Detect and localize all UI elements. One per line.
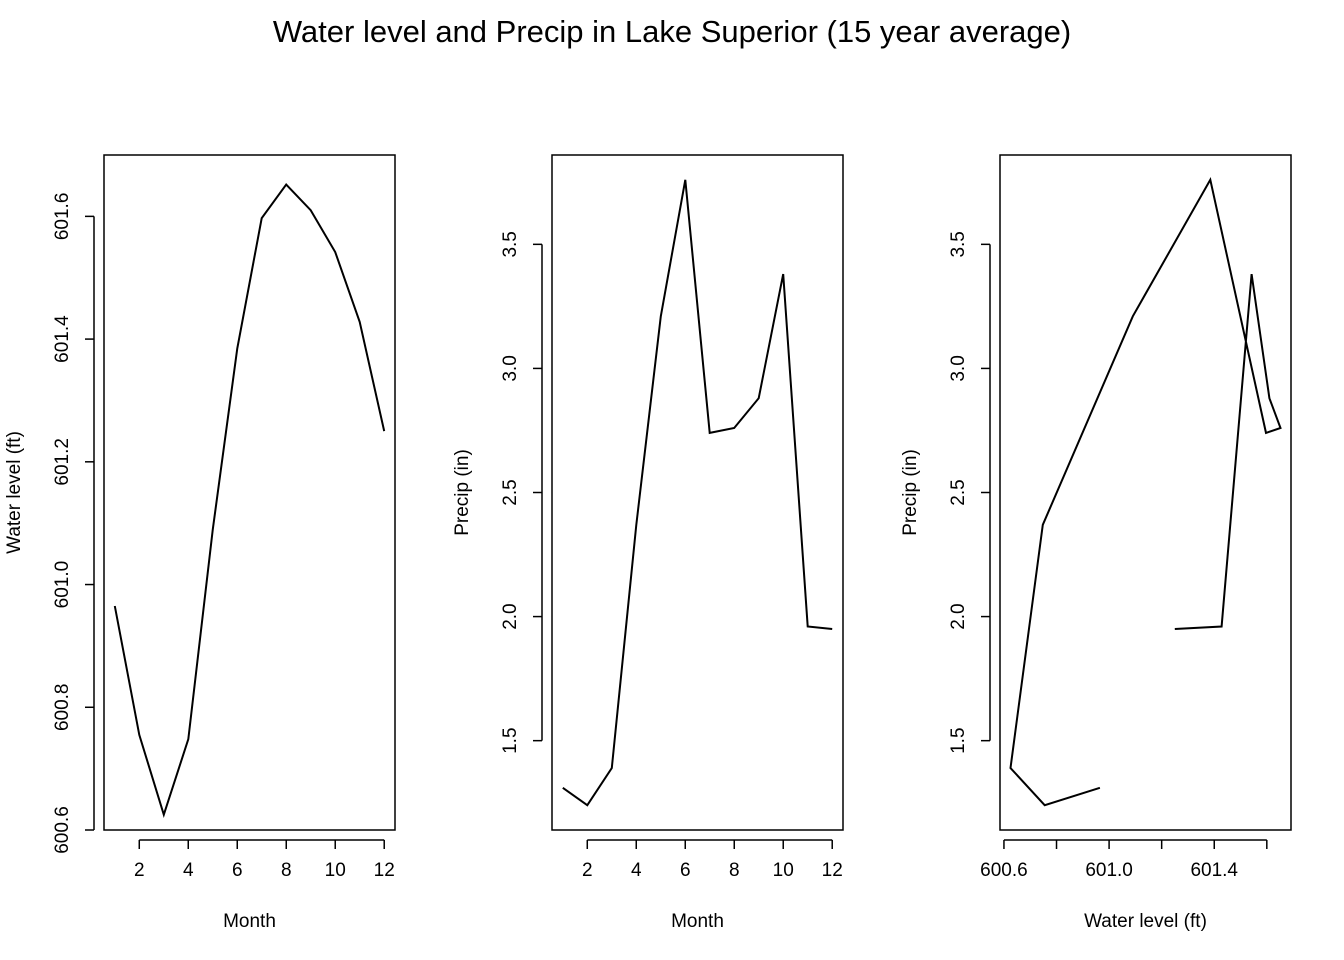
x-tick-label: 8	[729, 860, 740, 881]
data-point	[359, 321, 361, 323]
y-tick-label: 2.0	[500, 603, 521, 629]
y-tick-label: 601.6	[52, 193, 73, 241]
y-tick-label: 3.5	[500, 231, 521, 257]
panel-precip-vs-water-level: 600.6 601.0 601.4 1.5 2.0 2.5 3.0 3.5 Water leve…	[900, 154, 1292, 932]
x-axis-label: Month	[223, 911, 276, 932]
x-tick-label: 600.6	[980, 860, 1028, 881]
x-axis-label: Water level (ft)	[1084, 911, 1207, 932]
data-point	[807, 626, 809, 628]
panel-water-level-by-month: 2 4 6 8 10 12 600.6 600.8 601.0 601.2 601.4 601.6 Mo…	[4, 154, 396, 932]
data-point	[635, 524, 637, 526]
data-point	[1265, 432, 1267, 434]
data-point	[782, 273, 784, 275]
chart-title: Water level and Precip in Lake Superior …	[272, 14, 1072, 49]
y-tick-label: 3.0	[500, 355, 521, 381]
data-point	[212, 528, 214, 530]
x-tick-label: 6	[232, 860, 243, 881]
data-point	[611, 767, 613, 769]
y-axis-label: Water level (ft)	[4, 431, 25, 554]
x-tick-label: 601.0	[1085, 860, 1133, 881]
x-tick-label: 4	[631, 860, 642, 881]
data-point	[1251, 273, 1253, 275]
series-line	[1009, 177, 1282, 807]
y-tick-label: 601.0	[52, 561, 73, 609]
data-point	[310, 209, 312, 211]
y-tick-label: 600.6	[52, 806, 73, 854]
data-point	[1174, 628, 1176, 630]
y-tick-label: 601.4	[52, 315, 73, 363]
x-tick-label: 12	[822, 860, 843, 881]
x-tick-label: 601.4	[1190, 860, 1238, 881]
y-tick-label: 1.5	[948, 727, 969, 753]
y-tick-label: 2.5	[500, 479, 521, 505]
data-point	[1044, 804, 1046, 806]
data-point	[1209, 179, 1211, 181]
x-tick-label: 8	[281, 860, 292, 881]
data-point	[733, 427, 735, 429]
data-point	[660, 315, 662, 317]
data-point	[236, 347, 238, 349]
data-point	[1010, 767, 1012, 769]
data-point	[1099, 787, 1101, 789]
x-tick-label: 12	[374, 860, 395, 881]
x-tick-label: 2	[134, 860, 145, 881]
data-point	[163, 814, 165, 816]
y-axis-label: Precip (in)	[452, 449, 473, 536]
x-tick-label: 4	[183, 860, 194, 881]
data-point	[383, 430, 385, 432]
data-point	[586, 804, 588, 806]
x-axis-label: Month	[671, 911, 724, 932]
y-tick-label: 1.5	[500, 727, 521, 753]
y-tick-label: 601.2	[52, 438, 73, 486]
x-tick-label: 10	[325, 860, 346, 881]
data-point	[1042, 524, 1044, 526]
x-tick-label: 6	[680, 860, 691, 881]
series-line	[562, 179, 833, 807]
data-point	[831, 628, 833, 630]
data-point	[114, 605, 116, 607]
data-point	[261, 217, 263, 219]
data-point	[562, 787, 564, 789]
y-tick-label: 2.0	[948, 603, 969, 629]
data-point	[1221, 626, 1223, 628]
data-point	[684, 179, 686, 181]
data-point	[138, 734, 140, 736]
series-line	[113, 182, 386, 819]
data-point	[1132, 315, 1134, 317]
y-tick-label: 3.0	[948, 355, 969, 381]
y-axis-label: Precip (in)	[900, 449, 921, 536]
data-point	[758, 397, 760, 399]
y-tick-label: 3.5	[948, 231, 969, 257]
x-tick-label: 10	[773, 860, 794, 881]
panel-precip-by-month: 2 4 6 8 10 12 1.5 2.0 2.5 3.0 3.5 Month Precip (in)	[452, 154, 844, 932]
y-tick-label: 600.8	[52, 683, 73, 731]
data-point	[334, 251, 336, 253]
data-point	[285, 184, 287, 186]
data-point	[1268, 397, 1270, 399]
plot-frame	[999, 154, 1292, 831]
plot-frame	[103, 154, 396, 831]
data-point	[709, 432, 711, 434]
data-point	[187, 738, 189, 740]
plot-frame	[551, 154, 844, 831]
x-tick-label: 2	[582, 860, 593, 881]
y-tick-label: 2.5	[948, 479, 969, 505]
data-point	[1280, 427, 1282, 429]
